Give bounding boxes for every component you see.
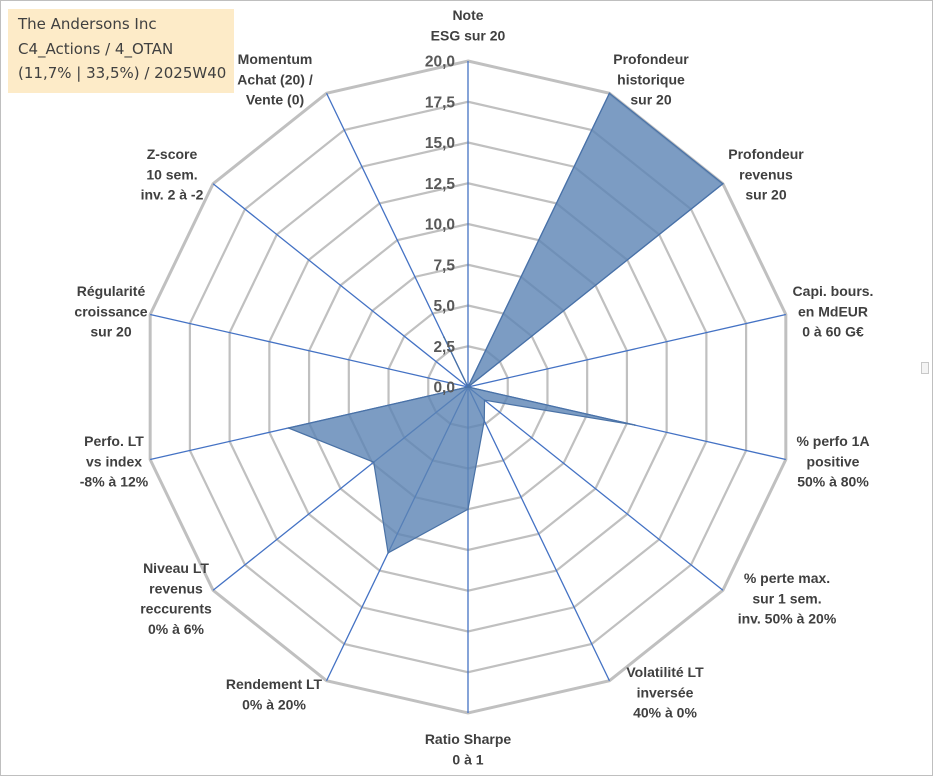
axis-label-11-line-2: vs index bbox=[86, 453, 142, 469]
axis-label-6: % perte max. sur 1 sem. inv. 50% à 20% bbox=[738, 570, 837, 627]
axis-label-2-line-3: sur 20 bbox=[630, 92, 671, 108]
chart-title-box: The Andersons Inc C4_Actions / 4_OTAN (1… bbox=[8, 9, 234, 93]
data-point-5 bbox=[634, 424, 636, 426]
axis-label-4-line-3: 0 à 60 G€ bbox=[802, 324, 864, 340]
tick-label-6: 15,0 bbox=[425, 135, 455, 152]
axis-label-6-line-1: % perte max. bbox=[744, 570, 830, 586]
data-point-13 bbox=[467, 386, 469, 388]
axis-label-13: Z-score 10 sem. inv. 2 à -2 bbox=[141, 146, 204, 203]
tick-label-8: 20,0 bbox=[425, 54, 455, 71]
axis-label-6-line-2: sur 1 sem. bbox=[752, 590, 821, 606]
axis-label-2-line-2: historique bbox=[617, 71, 685, 87]
axis-label-9-line-1: Rendement LT bbox=[226, 676, 323, 692]
axis-label-10-line-4: 0% à 6% bbox=[148, 621, 205, 637]
axis-label-13-line-1: Z-score bbox=[147, 146, 198, 162]
radar-series bbox=[286, 92, 724, 554]
tick-label-2: 5,0 bbox=[433, 298, 455, 315]
axis-label-7-line-3: 40% à 0% bbox=[633, 705, 697, 721]
axis-label-12-line-2: croissance bbox=[74, 303, 147, 319]
data-point-10 bbox=[372, 461, 375, 464]
axis-label-13-line-3: inv. 2 à -2 bbox=[141, 187, 204, 203]
axis-spoke-12 bbox=[150, 313, 469, 388]
radar-tick-labels: 0,0 2,5 5,0 7,5 10,0 12,5 15,0 17,5 20,0 bbox=[425, 54, 456, 397]
axis-label-3-line-1: Profondeur bbox=[728, 146, 804, 162]
axis-label-4-line-1: Capi. bours. bbox=[793, 283, 874, 299]
axis-spoke-4 bbox=[467, 313, 786, 388]
axis-label-10-line-3: reccurents bbox=[140, 601, 212, 617]
axis-label-14-line-3: Vente (0) bbox=[246, 92, 304, 108]
axis-label-12: Régularité croissance sur 20 bbox=[74, 283, 147, 340]
data-point-3 bbox=[722, 182, 724, 185]
axis-label-11: Perfo. LT vs index -8% à 12% bbox=[80, 433, 149, 490]
axis-label-3-line-3: sur 20 bbox=[745, 187, 786, 203]
tick-label-5: 12,5 bbox=[425, 176, 456, 193]
axis-label-3: Profondeur revenus sur 20 bbox=[728, 146, 804, 203]
data-point-6 bbox=[483, 399, 486, 402]
axis-label-10-line-1: Niveau LT bbox=[143, 560, 209, 576]
axis-spoke-6 bbox=[467, 386, 724, 591]
data-point-9 bbox=[387, 552, 389, 554]
axis-label-14-line-1: Momentum bbox=[238, 51, 313, 67]
axis-spoke-7 bbox=[467, 386, 611, 682]
data-point-7 bbox=[483, 419, 486, 422]
chart-title-line-2: C4_Actions / 4_OTAN bbox=[18, 39, 174, 58]
axis-label-1-line-1: Note bbox=[452, 7, 483, 23]
tick-label-1: 2,5 bbox=[433, 339, 455, 356]
data-point-14 bbox=[443, 336, 445, 338]
axis-label-10: Niveau LT revenus reccurents 0% à 6% bbox=[140, 560, 212, 637]
axis-label-7-line-1: Volatilité LT bbox=[626, 664, 704, 680]
axis-label-4: Capi. bours. en MdEUR 0 à 60 G€ bbox=[793, 283, 874, 340]
axis-label-3-line-2: revenus bbox=[739, 166, 793, 182]
axis-label-2-line-1: Profondeur bbox=[613, 51, 689, 67]
axis-label-2: Profondeur historique sur 20 bbox=[613, 51, 689, 108]
axis-label-8-line-2: 0 à 1 bbox=[452, 751, 483, 767]
axis-label-7: Volatilité LT inversée 40% à 0% bbox=[626, 664, 704, 721]
axis-label-1-line-2: ESG sur 20 bbox=[431, 27, 506, 43]
axis-label-7-line-2: inversée bbox=[637, 684, 694, 700]
axis-label-4-line-2: en MdEUR bbox=[798, 303, 868, 319]
axis-label-12-line-1: Régularité bbox=[77, 283, 146, 299]
axis-label-8: Ratio Sharpe 0 à 1 bbox=[425, 731, 512, 767]
chart-title-line-3: (11,7% | 33,5%) / 2025W40 bbox=[18, 64, 227, 82]
data-point-2 bbox=[608, 92, 611, 95]
chart-title-line-1: The Andersons Inc bbox=[18, 15, 157, 33]
axis-label-9: Rendement LT 0% à 20% bbox=[226, 676, 323, 712]
tick-label-0: 0,0 bbox=[433, 380, 455, 397]
axis-label-10-line-2: revenus bbox=[149, 580, 203, 596]
axis-label-14: Momentum Achat (20) / Vente (0) bbox=[237, 51, 313, 108]
axis-label-11-line-1: Perfo. LT bbox=[84, 433, 144, 449]
scrollbar-thumb[interactable] bbox=[921, 362, 929, 374]
series-area-1 bbox=[286, 92, 724, 554]
data-point-11 bbox=[287, 427, 290, 429]
axis-label-12-line-3: sur 20 bbox=[90, 324, 131, 340]
axis-label-5-line-3: 50% à 80% bbox=[797, 474, 869, 490]
axis-label-6-line-3: inv. 50% à 20% bbox=[738, 611, 837, 627]
axis-spoke-13 bbox=[212, 183, 469, 388]
axis-label-11-line-3: -8% à 12% bbox=[80, 474, 149, 490]
axis-label-8-line-1: Ratio Sharpe bbox=[425, 731, 512, 747]
tick-label-3: 7,5 bbox=[433, 257, 455, 274]
axis-label-5-line-1: % perfo 1A bbox=[796, 433, 869, 449]
axis-label-13-line-2: 10 sem. bbox=[146, 166, 197, 182]
tick-label-4: 10,0 bbox=[425, 217, 455, 234]
tick-label-7: 17,5 bbox=[425, 94, 456, 111]
axis-label-5-line-2: positive bbox=[807, 453, 860, 469]
axis-label-9-line-2: 0% à 20% bbox=[242, 696, 306, 712]
axis-label-14-line-2: Achat (20) / bbox=[237, 71, 313, 87]
axis-label-1: Note ESG sur 20 bbox=[431, 7, 506, 43]
axis-label-5: % perfo 1A positive 50% à 80% bbox=[796, 433, 869, 490]
radar-axis-labels: Note ESG sur 20 Profondeur historique sur 20… bbox=[74, 7, 873, 767]
data-point-8 bbox=[467, 508, 469, 511]
